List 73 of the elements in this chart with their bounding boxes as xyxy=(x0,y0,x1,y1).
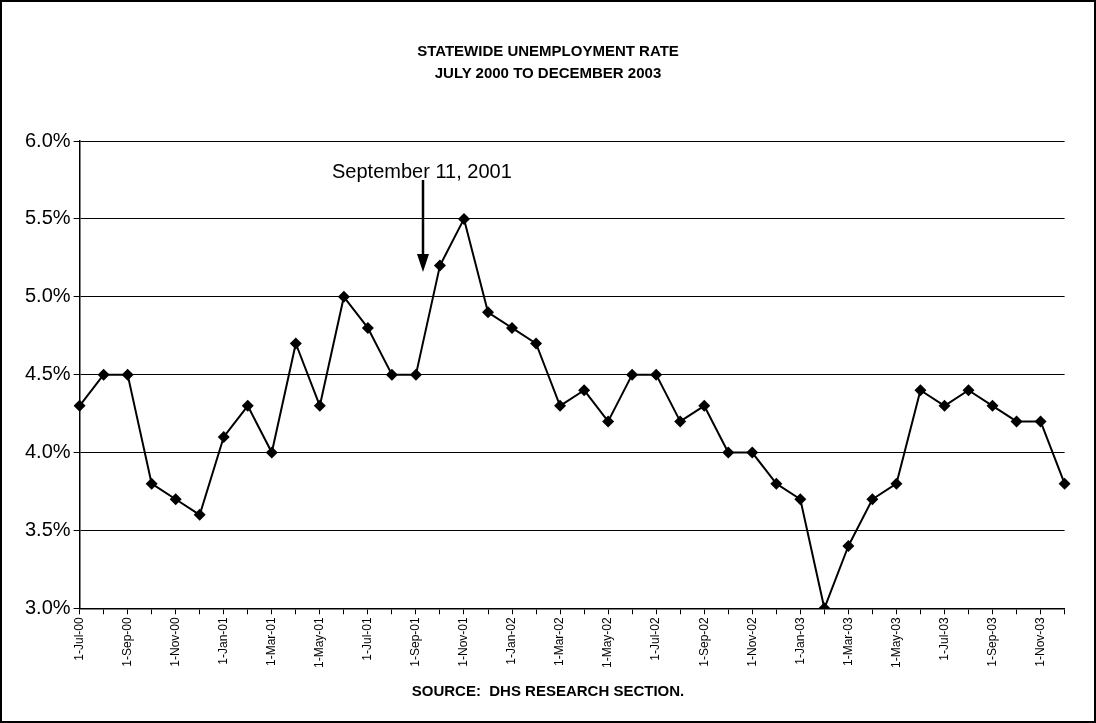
x-tick-label: 1-Jul-01 xyxy=(360,617,375,661)
point xyxy=(578,384,591,397)
point xyxy=(842,540,855,553)
point xyxy=(193,508,206,521)
x-tick-label: 1-Jul-00 xyxy=(71,617,86,661)
point xyxy=(506,321,519,334)
point xyxy=(241,399,254,412)
x-tick-label: 1-Mar-02 xyxy=(552,617,567,666)
point xyxy=(770,477,783,490)
point xyxy=(698,399,711,412)
x-tick-label: 1-Jul-03 xyxy=(936,617,951,661)
point xyxy=(337,290,350,303)
annotation: September 11, 2001 xyxy=(332,160,512,183)
point xyxy=(914,384,927,397)
point xyxy=(409,368,422,381)
point xyxy=(674,415,687,428)
point xyxy=(650,368,663,381)
point xyxy=(313,399,326,412)
point xyxy=(145,477,158,490)
x-tick-label: 1-Nov-03 xyxy=(1032,617,1047,667)
point xyxy=(121,368,134,381)
x-tick-label: 1-May-03 xyxy=(888,616,903,668)
chart-title: STATEWIDE UNEMPLOYMENT RATE xyxy=(416,41,680,61)
point xyxy=(986,399,999,412)
point xyxy=(1058,477,1071,490)
point xyxy=(1010,415,1023,428)
point xyxy=(97,368,110,381)
x-tick-label: 1-Jan-03 xyxy=(792,617,807,665)
y-tick-label: 5.0% xyxy=(24,284,71,307)
x-tick-label: 1-Sep-02 xyxy=(696,617,711,667)
chart-subtitle: JULY 2000 TO DECEMBER 2003 xyxy=(433,63,663,83)
x-tick-label: 1-May-01 xyxy=(312,616,327,668)
point xyxy=(385,368,398,381)
source-note: SOURCE: DHS RESEARCH SECTION. xyxy=(410,682,686,699)
x-tick-label: 1-Nov-02 xyxy=(744,617,759,667)
point xyxy=(938,399,951,412)
point xyxy=(962,384,975,397)
point xyxy=(265,446,278,459)
x-tick-label: 1-Nov-00 xyxy=(168,617,182,667)
x-tick-label: 1-Jul-02 xyxy=(648,617,663,661)
point xyxy=(554,399,567,412)
y-tick-label: 5.5% xyxy=(24,206,71,229)
x-tick-label: 1-May-02 xyxy=(600,616,615,668)
point xyxy=(530,337,543,350)
y-tick-label: 4.5% xyxy=(24,362,71,385)
x-tick-label: 1-Mar-01 xyxy=(264,617,279,666)
x-tick-label: 1-Jan-01 xyxy=(216,617,231,665)
point xyxy=(482,306,495,319)
point xyxy=(722,446,735,459)
point xyxy=(217,430,230,443)
point xyxy=(289,337,302,350)
point xyxy=(457,212,470,225)
x-tick-label: 1-Sep-03 xyxy=(984,617,999,667)
point xyxy=(361,321,374,334)
x-tick-label: 1-Mar-03 xyxy=(840,617,855,666)
y-tick-label: 6.0% xyxy=(24,128,71,151)
x-tick-label: 1-Sep-01 xyxy=(408,617,423,667)
point xyxy=(890,477,903,490)
point xyxy=(626,368,639,381)
point xyxy=(1034,415,1047,428)
point xyxy=(602,415,615,428)
point xyxy=(169,493,182,506)
point xyxy=(794,493,807,506)
y-tick-label: 3.5% xyxy=(24,517,71,540)
point xyxy=(433,259,446,272)
point xyxy=(746,446,759,459)
x-tick-label: 1-Nov-01 xyxy=(456,617,471,667)
point xyxy=(73,399,86,412)
y-tick-label: 3.0% xyxy=(24,595,71,618)
y-tick-label: 4.0% xyxy=(24,440,71,463)
x-tick-label: 1-Jan-02 xyxy=(504,617,519,665)
x-tick-label: 1-Sep-00 xyxy=(119,617,134,667)
point xyxy=(866,493,879,506)
